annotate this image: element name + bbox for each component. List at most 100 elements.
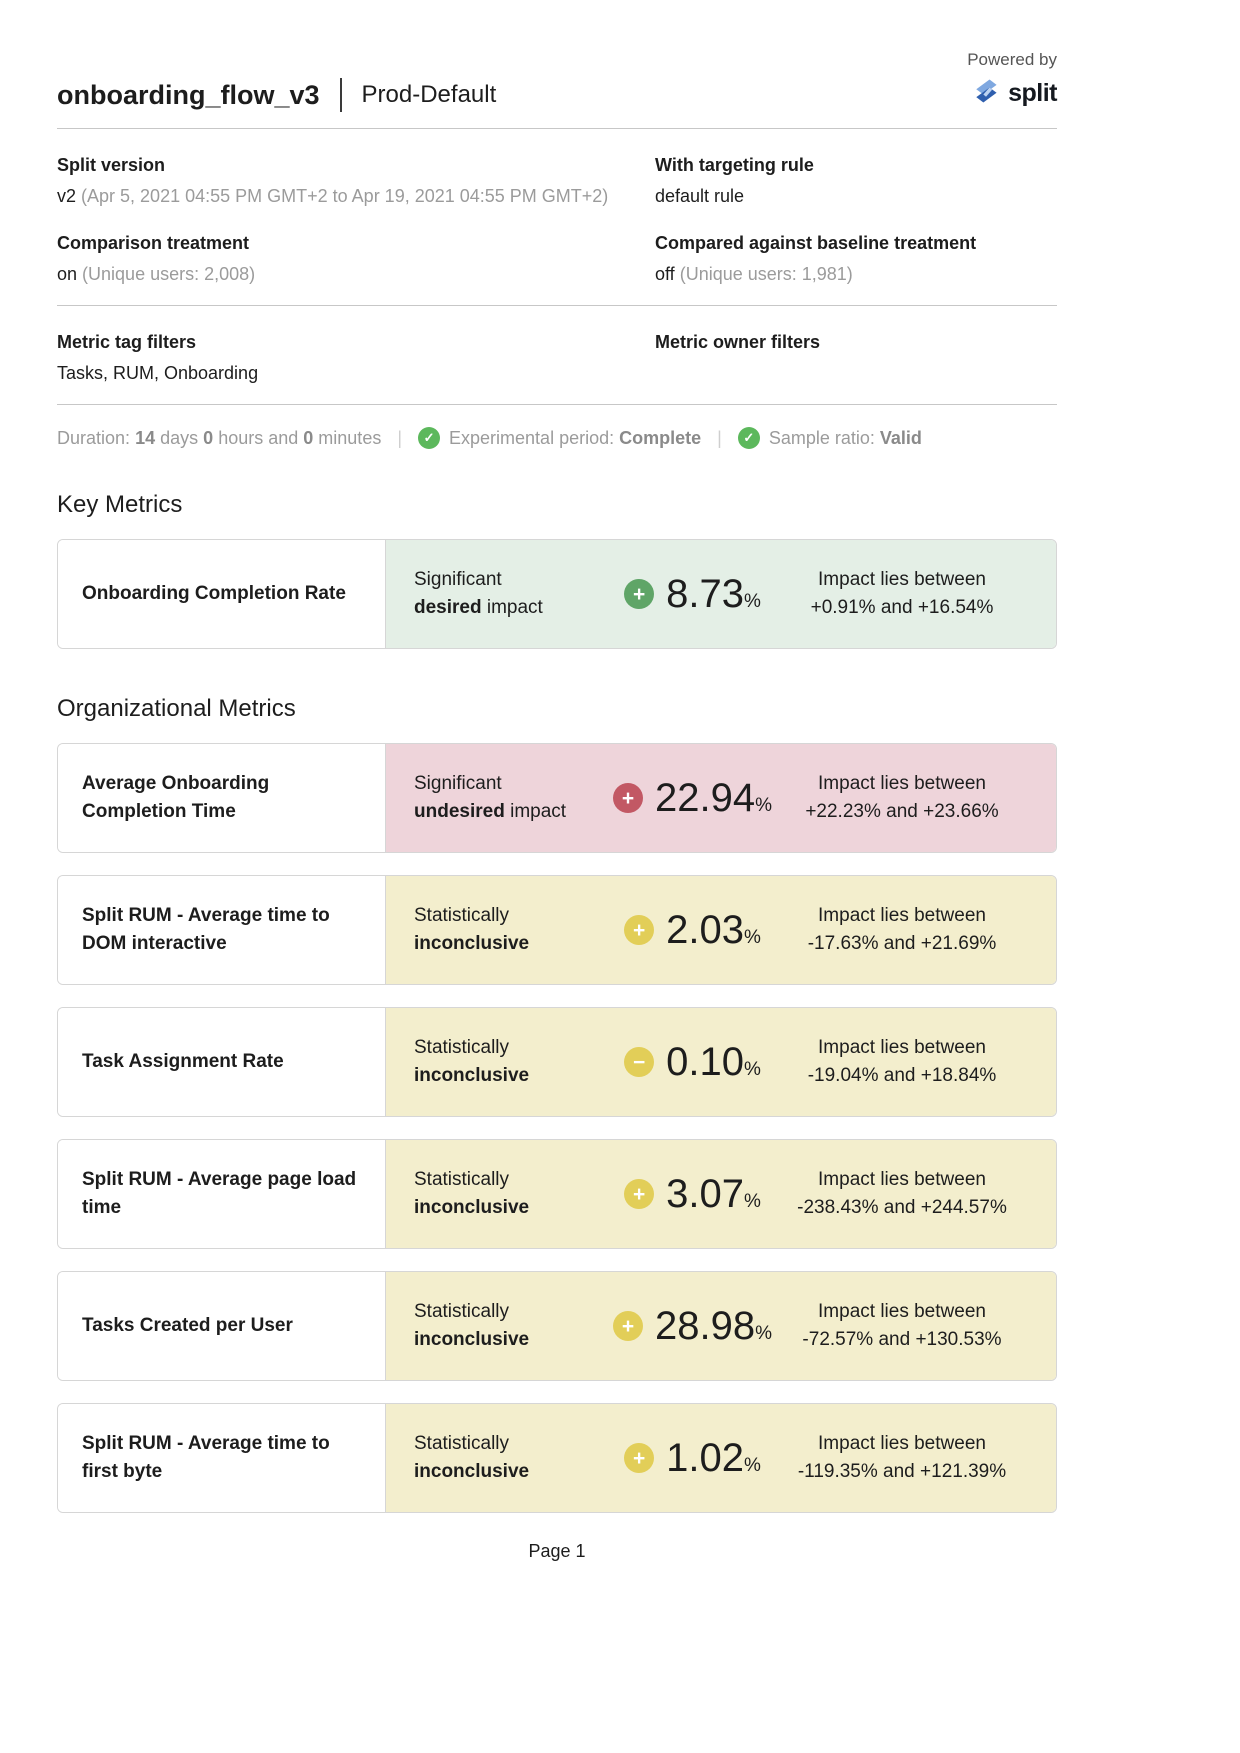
metric-unit: % bbox=[743, 1454, 761, 1476]
impact-line-2: -17.63% and +21.69% bbox=[807, 933, 997, 954]
metric-name: Split RUM - Average time to first byte bbox=[58, 1404, 386, 1512]
metric-value-group: + 3.07% bbox=[609, 1172, 776, 1217]
metric-result: Statistically inconclusive + 28.98% Impa… bbox=[386, 1272, 1056, 1380]
sample-ratio-label: Sample ratio: bbox=[768, 427, 875, 448]
filters-grid: Metric tag filters Tasks, RUM, Onboardin… bbox=[57, 306, 1057, 384]
page-number: Page 1 bbox=[528, 1541, 586, 1561]
impact-line-1: Impact lies between bbox=[818, 568, 986, 590]
environment-name: Prod-Default bbox=[361, 81, 497, 108]
metric-result: Statistically inconclusive + 1.02% Impac… bbox=[386, 1404, 1056, 1512]
metric-status: Statistically inconclusive bbox=[414, 1166, 609, 1223]
field-value: Tasks, RUM, Onboarding bbox=[57, 363, 259, 383]
status-keyword: inconclusive bbox=[414, 1065, 530, 1086]
metric-impact-range: Impact lies between -17.63% and +21.69% bbox=[776, 902, 1028, 959]
metric-impact-range: Impact lies between +22.23% and +23.66% bbox=[776, 770, 1028, 827]
field-value: off bbox=[655, 264, 675, 284]
metric-value: 2.03 bbox=[666, 907, 744, 952]
check-icon: ✓ bbox=[737, 427, 760, 449]
divider bbox=[57, 305, 1057, 306]
experimental-period-label: Experimental period: bbox=[449, 427, 615, 448]
metric-value-group: + 22.94% bbox=[609, 776, 776, 821]
metric-value: 8.73 bbox=[666, 571, 744, 616]
metric-impact-range: Impact lies between -119.35% and +121.39… bbox=[776, 1430, 1028, 1487]
field-targeting-rule: With targeting rule default rule bbox=[655, 155, 1057, 207]
key-metrics-heading: Key Metrics bbox=[57, 491, 183, 518]
metric-name: Onboarding Completion Rate bbox=[58, 540, 386, 648]
metric-card: Split RUM - Average time to first byte S… bbox=[57, 1403, 1057, 1513]
status-line-2: impact bbox=[486, 597, 543, 618]
status-line-2: impact bbox=[510, 801, 567, 822]
field-label: Metric owner filters bbox=[655, 332, 821, 352]
plus-icon: + bbox=[612, 783, 643, 813]
duration-days-unit: days bbox=[160, 427, 199, 448]
status-line-1: Statistically bbox=[414, 1036, 510, 1058]
report-page: Powered by split onboarding_flow_v3 Prod… bbox=[57, 0, 1057, 1562]
impact-line-1: Impact lies between bbox=[818, 1036, 986, 1058]
status-keyword: desired bbox=[414, 597, 482, 618]
duration-hours: 0 bbox=[203, 427, 214, 448]
split-logo-icon bbox=[971, 76, 1001, 111]
metric-status: Statistically inconclusive bbox=[414, 1034, 609, 1091]
metric-card: Onboarding Completion Rate Significant d… bbox=[57, 539, 1057, 649]
metric-status: Significant undesired impact bbox=[414, 770, 609, 827]
status-keyword: inconclusive bbox=[414, 933, 530, 954]
brand-block: Powered by split bbox=[967, 50, 1057, 111]
metric-card: Tasks Created per User Statistically inc… bbox=[57, 1271, 1057, 1381]
impact-line-2: +22.23% and +23.66% bbox=[805, 801, 999, 822]
metric-name: Tasks Created per User bbox=[58, 1272, 386, 1380]
metric-result: Statistically inconclusive + 2.03% Impac… bbox=[386, 876, 1056, 984]
metric-value: 0.10 bbox=[666, 1039, 744, 1084]
plus-icon: + bbox=[624, 579, 655, 609]
field-baseline-treatment: Compared against baseline treatment off … bbox=[655, 233, 1057, 285]
plus-icon: + bbox=[624, 1443, 655, 1473]
sample-ratio-value: Valid bbox=[879, 427, 922, 448]
field-label: Metric tag filters bbox=[57, 332, 197, 352]
metric-value: 3.07 bbox=[666, 1171, 744, 1216]
organizational-metrics-heading: Organizational Metrics bbox=[57, 695, 296, 722]
field-label: With targeting rule bbox=[655, 155, 814, 175]
metric-result: Statistically inconclusive − 0.10% Impac… bbox=[386, 1008, 1056, 1116]
metric-name: Task Assignment Rate bbox=[58, 1008, 386, 1116]
field-label: Split version bbox=[57, 155, 166, 175]
metric-value: 22.94 bbox=[654, 775, 756, 820]
field-metric-tag-filters: Metric tag filters Tasks, RUM, Onboardin… bbox=[57, 332, 655, 384]
field-metric-owner-filters: Metric owner filters bbox=[655, 332, 1057, 384]
key-metrics-list: Onboarding Completion Rate Significant d… bbox=[57, 539, 1057, 649]
duration-minutes: 0 bbox=[303, 427, 314, 448]
organizational-metrics-list: Average Onboarding Completion Time Signi… bbox=[57, 743, 1057, 1513]
field-note: (Unique users: 1,981) bbox=[679, 264, 853, 284]
metric-status: Significant desired impact bbox=[414, 566, 609, 623]
status-bar: Duration: 14 days 0 hours and 0 minutes … bbox=[57, 427, 1057, 449]
metric-unit: % bbox=[743, 590, 761, 612]
metric-name: Split RUM - Average time to DOM interact… bbox=[58, 876, 386, 984]
page-title: onboarding_flow_v3 bbox=[57, 79, 320, 110]
metric-impact-range: Impact lies between -238.43% and +244.57… bbox=[776, 1166, 1028, 1223]
status-line-1: Significant bbox=[414, 772, 502, 794]
metric-value-group: + 2.03% bbox=[609, 908, 776, 953]
metric-unit: % bbox=[755, 794, 772, 816]
status-line-1: Statistically bbox=[414, 1432, 510, 1454]
metric-card: Split RUM - Average time to DOM interact… bbox=[57, 875, 1057, 985]
metric-value-group: + 8.73% bbox=[609, 572, 776, 617]
status-line-1: Statistically bbox=[414, 1168, 510, 1190]
plus-icon: + bbox=[624, 1179, 655, 1209]
metric-unit: % bbox=[743, 1058, 761, 1080]
status-keyword: inconclusive bbox=[414, 1329, 530, 1350]
status-line-1: Statistically bbox=[414, 1300, 510, 1322]
metric-unit: % bbox=[743, 926, 761, 948]
metric-status: Statistically inconclusive bbox=[414, 1298, 609, 1355]
metric-card: Task Assignment Rate Statistically incon… bbox=[57, 1007, 1057, 1117]
metric-result: Statistically inconclusive + 3.07% Impac… bbox=[386, 1140, 1056, 1248]
field-value: on bbox=[57, 264, 78, 284]
report-header: Powered by split onboarding_flow_v3 Prod… bbox=[57, 0, 1057, 129]
metric-value-group: + 1.02% bbox=[609, 1436, 776, 1481]
metric-value-group: + 28.98% bbox=[609, 1304, 776, 1349]
field-note: (Unique users: 2,008) bbox=[82, 264, 256, 284]
impact-line-2: -72.57% and +130.53% bbox=[802, 1329, 1002, 1350]
field-comparison-treatment: Comparison treatment on (Unique users: 2… bbox=[57, 233, 655, 285]
field-value: v2 bbox=[57, 186, 77, 206]
status-line-1: Statistically bbox=[414, 904, 510, 926]
metric-unit: % bbox=[743, 1190, 761, 1212]
powered-by-label: Powered by bbox=[967, 50, 1057, 69]
impact-line-1: Impact lies between bbox=[818, 1300, 986, 1322]
